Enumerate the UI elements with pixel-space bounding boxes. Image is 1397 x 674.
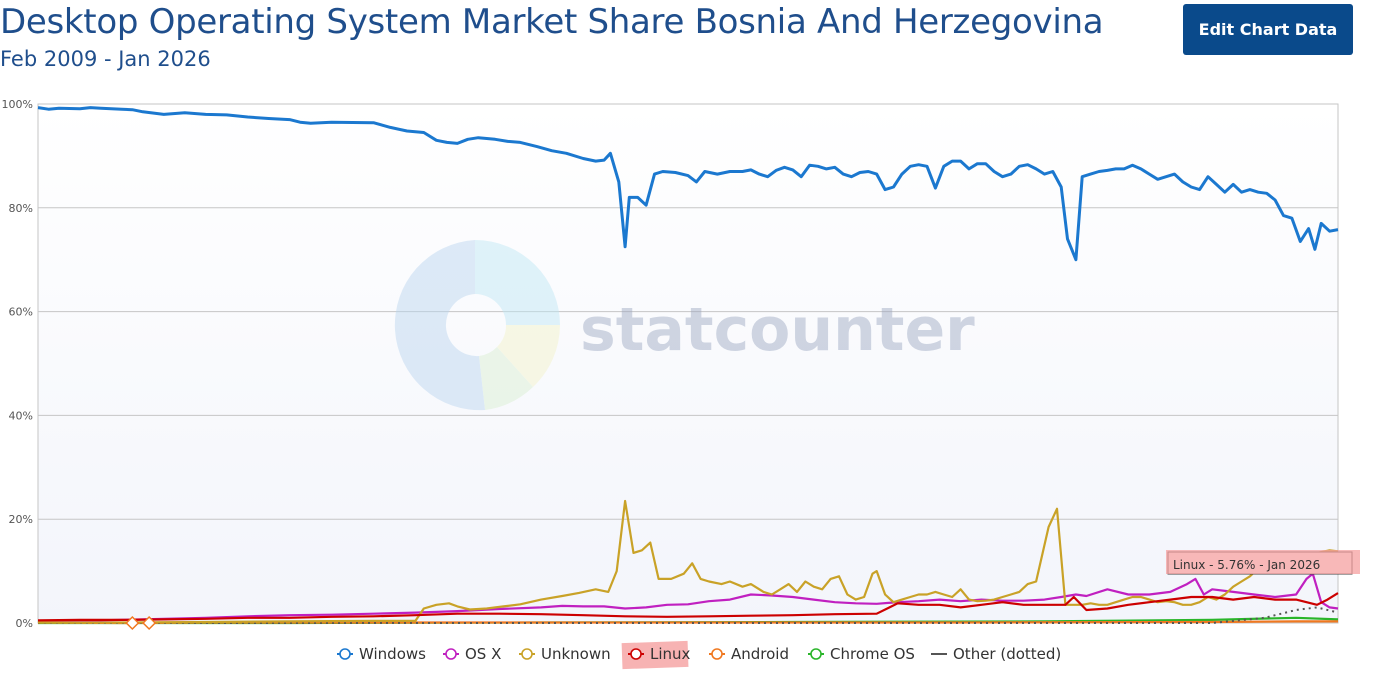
page-title: Desktop Operating System Market Share Bo… (0, 2, 1104, 42)
y-tick-label: 60% (9, 306, 33, 319)
legend-label: Linux (650, 645, 691, 663)
series-line (38, 499, 1339, 624)
tooltip: Linux - 5.76% - Jan 2026 (1166, 550, 1360, 575)
watermark-logo-icon (475, 240, 560, 325)
legend-marker-icon (711, 648, 723, 660)
y-tick-label: 0% (16, 617, 33, 630)
legend-label: OS X (465, 645, 501, 663)
series-marker (142, 615, 157, 631)
legend-marker-icon (521, 648, 533, 660)
legend-label: Unknown (541, 645, 611, 663)
series-line (37, 592, 1339, 622)
series-line (37, 572, 1339, 623)
legend-label: Other (dotted) (953, 645, 1061, 663)
series-marker (125, 615, 140, 631)
legend-item[interactable]: Other (dotted) (931, 645, 1061, 663)
series-markers (125, 615, 157, 631)
date-range-subtitle: Feb 2009 - Jan 2026 (0, 47, 211, 71)
legend-item[interactable]: Windows (337, 645, 426, 663)
legend-marker-icon (339, 648, 351, 660)
y-tick-label: 100% (2, 98, 33, 111)
statcounter-watermark: statcounter (394, 240, 975, 411)
legend-marker-icon (630, 648, 642, 660)
tooltip-highlight (1166, 550, 1360, 574)
legend-item[interactable]: Android (709, 645, 789, 663)
watermark-logo-icon-segment (479, 347, 533, 410)
legend-item[interactable]: Unknown (519, 645, 611, 663)
legend-label: Windows (359, 645, 426, 663)
legend-item[interactable]: OS X (443, 645, 501, 663)
tooltip-text: Linux - 5.76% - Jan 2026 (1173, 558, 1320, 572)
y-tick-label: 40% (9, 409, 33, 422)
legend-item[interactable]: Chrome OS (808, 645, 915, 663)
legend-item[interactable]: Linux (621, 640, 691, 670)
legend-label: Android (731, 645, 789, 663)
series-line (37, 106, 1339, 262)
legend-marker-icon (445, 648, 457, 660)
legend-marker-icon (810, 648, 822, 660)
edit-chart-data-button[interactable]: Edit Chart Data (1183, 4, 1353, 55)
plot-area (37, 103, 1339, 624)
gridlines (38, 103, 1338, 520)
legend-highlight (621, 640, 689, 670)
watermark-text: statcounter (580, 295, 975, 365)
watermark-logo-icon-segment (394, 240, 485, 411)
legend: Windows OS X Unknown Linux Android Chrome OS O… (337, 640, 1061, 670)
watermark-logo-icon-segment (497, 325, 560, 387)
y-tick-label: 20% (9, 513, 33, 526)
y-axis-ticks: 0% 20% 40% 60% 80% 100% (2, 98, 33, 630)
legend-label: Chrome OS (830, 645, 915, 663)
y-tick-label: 80% (9, 202, 33, 215)
